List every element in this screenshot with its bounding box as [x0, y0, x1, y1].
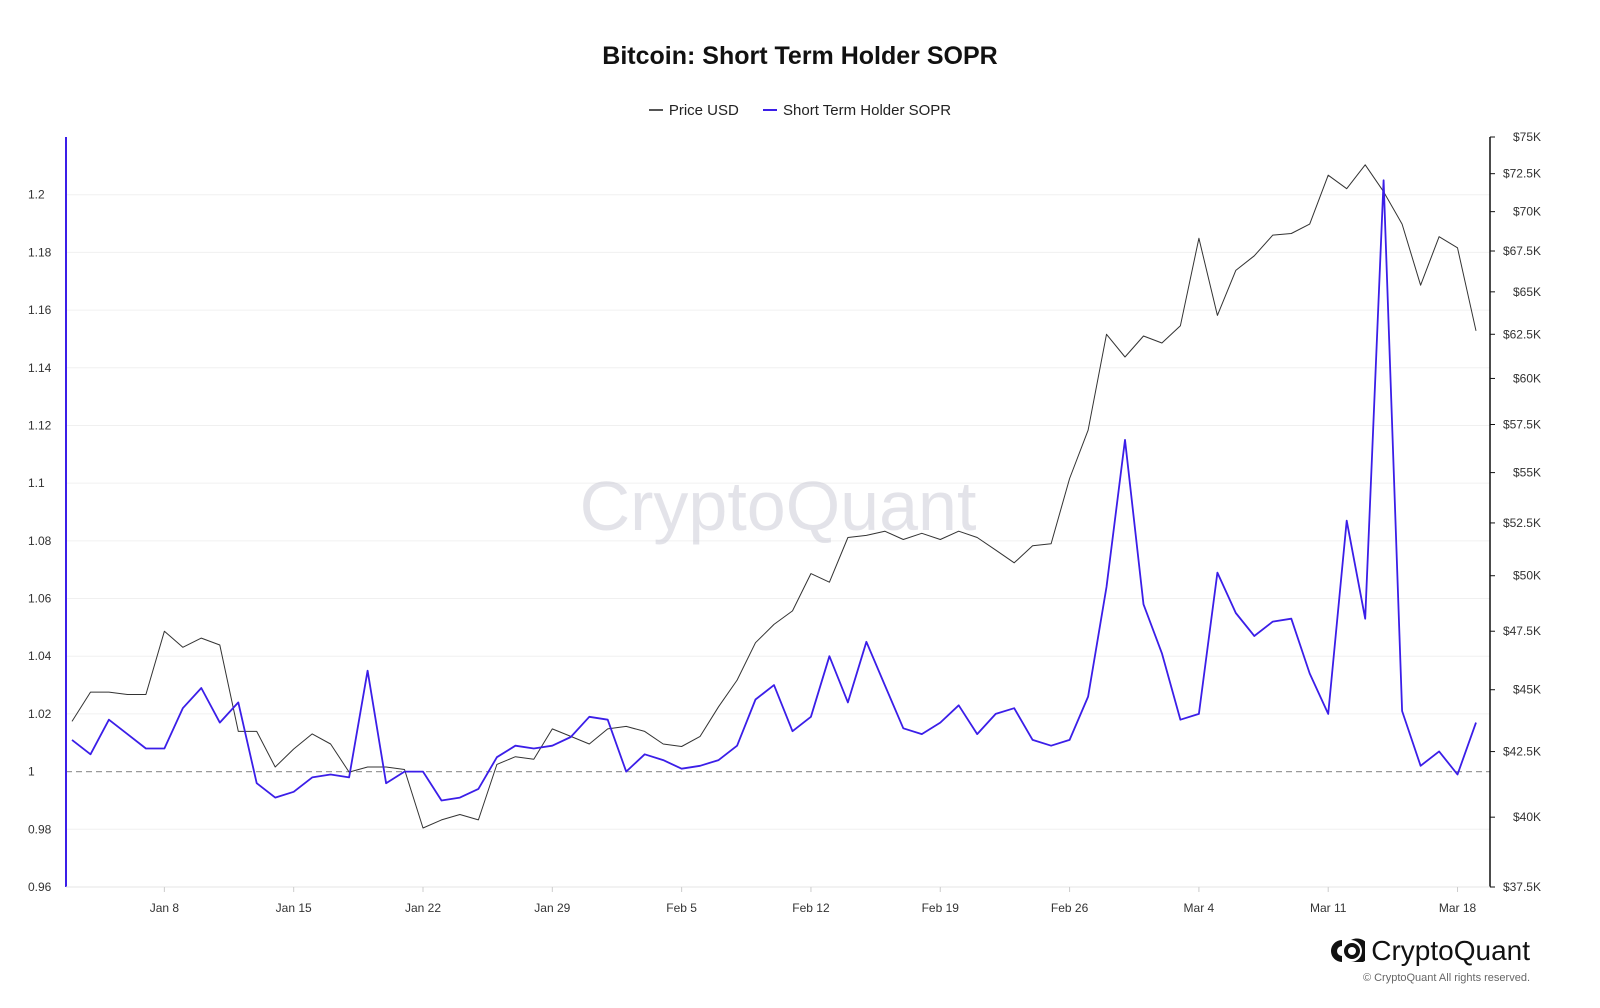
- x-tick-label: Jan 15: [276, 901, 312, 915]
- x-tick-label: Mar 11: [1310, 901, 1347, 915]
- left-tick-label: 0.96: [28, 880, 52, 894]
- series-line-sopr: [71, 179, 1477, 802]
- left-tick-label: 1.2: [28, 188, 45, 202]
- legend-label-sopr: Short Term Holder SOPR: [783, 101, 952, 119]
- x-tick-label: Jan 8: [150, 901, 180, 915]
- left-tick-label: 1.1: [28, 476, 45, 490]
- x-tick-label: Feb 5: [666, 901, 697, 915]
- right-tick-label: $57.5K: [1503, 417, 1541, 431]
- right-tick-label: $67.5K: [1503, 244, 1541, 258]
- right-tick-label: $62.5K: [1503, 327, 1541, 341]
- right-tick-label: $37.5K: [1503, 880, 1541, 894]
- right-tick-label: $40K: [1513, 810, 1541, 824]
- right-tick-label: $60K: [1513, 371, 1541, 385]
- x-tick-label: Feb 12: [792, 901, 830, 915]
- right-tick-label: $52.5K: [1503, 516, 1541, 530]
- left-tick-label: 1.08: [28, 534, 52, 548]
- left-tick-label: 1.18: [28, 245, 52, 259]
- left-tick-label: 1.12: [28, 418, 52, 432]
- legend-swatch-sopr: [763, 109, 778, 111]
- x-tick-label: Jan 22: [405, 901, 441, 915]
- legend-swatch-price: [648, 109, 663, 111]
- copyright-text: © CryptoQuant All rights reserved.: [1362, 972, 1530, 984]
- x-tick-label: Mar 4: [1184, 901, 1215, 915]
- right-tick-label: $65K: [1513, 285, 1541, 299]
- x-tick-label: Feb 19: [922, 901, 960, 915]
- right-tick-label: $72.5K: [1503, 167, 1541, 181]
- right-tick-label: $55K: [1513, 466, 1541, 480]
- right-tick-label: $50K: [1513, 569, 1541, 583]
- x-tick-label: Jan 29: [534, 901, 570, 915]
- right-tick-label: $75K: [1513, 130, 1541, 144]
- left-tick-label: 1.04: [28, 649, 52, 663]
- left-tick-label: 1.14: [28, 361, 52, 375]
- chart-title: Bitcoin: Short Term Holder SOPR: [602, 42, 998, 70]
- brand-name: CryptoQuant: [1371, 935, 1530, 966]
- right-tick-label: $45K: [1513, 683, 1541, 697]
- series-line-price: [71, 164, 1477, 829]
- left-tick-label: 1.06: [28, 592, 52, 606]
- brand-logo: CryptoQuant: [1329, 935, 1530, 967]
- watermark-text: CryptoQuant: [580, 467, 977, 545]
- x-tick-label: Mar 18: [1439, 901, 1477, 915]
- right-tick-label: $70K: [1513, 205, 1541, 219]
- left-tick-label: 0.98: [28, 822, 52, 836]
- cryptoquant-logo-icon: [1331, 938, 1366, 962]
- legend-label-price: Price USD: [668, 101, 739, 119]
- right-tick-label: $42.5K: [1503, 745, 1541, 759]
- left-tick-label: 1: [28, 765, 35, 779]
- right-tick-label: $47.5K: [1503, 624, 1541, 638]
- legend-item-sopr[interactable]: Short Term Holder SOPR: [763, 102, 951, 119]
- legend-item-price[interactable]: Price USD: [648, 101, 739, 119]
- left-tick-label: 1.02: [28, 707, 52, 721]
- x-tick-label: Feb 26: [1051, 901, 1089, 915]
- left-tick-label: 1.16: [28, 303, 52, 317]
- legend: Price USD Short Term Holder SOPR: [0, 98, 1600, 119]
